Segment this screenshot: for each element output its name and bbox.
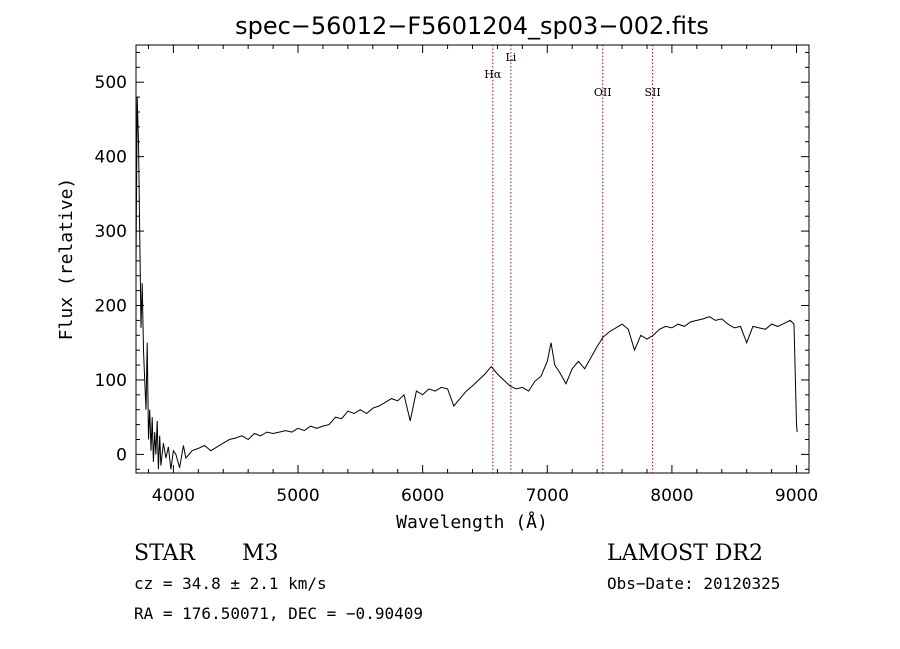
y-tick-label: 300 bbox=[95, 222, 127, 242]
x-axis-label: Wavelength (Å) bbox=[396, 511, 548, 533]
info-panel: STAR M3 LAMOST DR2 cz = 34.8 ± 2.1 km/s … bbox=[134, 541, 780, 623]
plot-frame bbox=[135, 44, 810, 474]
object-class: STAR bbox=[134, 541, 196, 566]
x-tick-label: 7000 bbox=[526, 486, 569, 506]
redshift-cz: cz = 34.8 ± 2.1 km/s bbox=[134, 574, 327, 593]
x-axis: 4000 5000 6000 7000 8000 9000 bbox=[147, 45, 818, 506]
y-axis-label: Flux (relative) bbox=[56, 178, 77, 341]
x-tick-label: 5000 bbox=[276, 486, 319, 506]
y-axis: 0 100 200 300 400 500 bbox=[95, 51, 809, 470]
annotation-label: Hα bbox=[484, 68, 502, 81]
coordinates: RA = 176.50071, DEC = −0.90409 bbox=[134, 604, 423, 623]
annotation-label: OII bbox=[594, 86, 612, 99]
object-subclass: M3 bbox=[242, 541, 279, 566]
y-tick-label: 400 bbox=[95, 148, 127, 168]
x-tick-label: 9000 bbox=[775, 486, 818, 506]
y-tick-label: 200 bbox=[95, 297, 127, 317]
annotation-label: Li bbox=[505, 51, 516, 64]
survey-name: LAMOST DR2 bbox=[607, 541, 763, 566]
x-tick-label: 6000 bbox=[401, 486, 444, 506]
chart-title: spec−56012−F5601204_sp03−002.fits bbox=[235, 12, 709, 40]
spectrum-line bbox=[135, 97, 798, 470]
x-tick-label: 8000 bbox=[650, 486, 693, 506]
obs-date: Obs−Date: 20120325 bbox=[607, 574, 780, 593]
annotation-label: SII bbox=[644, 86, 660, 99]
y-tick-label: 0 bbox=[116, 445, 127, 465]
x-tick-label: 4000 bbox=[152, 486, 195, 506]
y-tick-label: 500 bbox=[95, 73, 127, 93]
y-tick-label: 100 bbox=[95, 371, 127, 391]
